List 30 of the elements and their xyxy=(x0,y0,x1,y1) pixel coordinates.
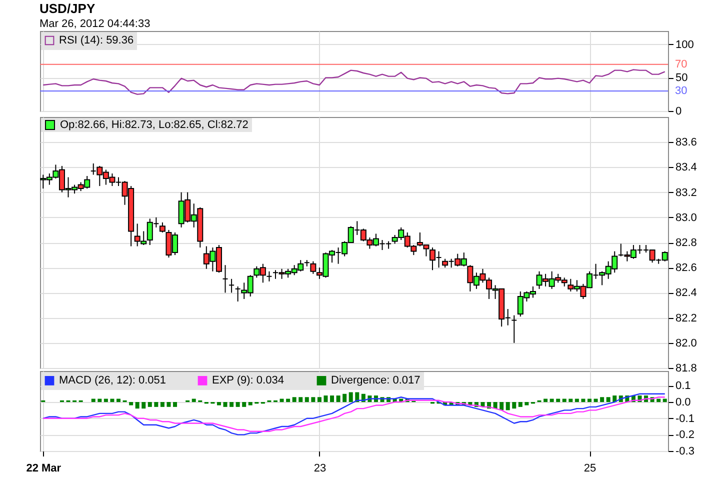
legend-label: RSI (14): 59.36 xyxy=(59,34,134,46)
x-tick-label: 25 xyxy=(584,462,596,474)
y-tick-label: 0.1 xyxy=(676,380,691,392)
y-tick-label: 50 xyxy=(676,72,688,84)
y-tick-label: 83.0 xyxy=(676,212,697,224)
chart-subtitle: Mar 26, 2012 04:44:33 xyxy=(40,18,150,30)
y-tick-label: 82.4 xyxy=(676,287,697,300)
legend-label: Divergence: 0.017 xyxy=(331,374,420,387)
chart-title: USD/JPY xyxy=(40,1,96,16)
ref-line-label: 70 xyxy=(675,58,688,70)
y-tick-label: 83.2 xyxy=(676,186,697,199)
y-tick-label: 82.8 xyxy=(676,237,697,249)
y-tick-label: 82.2 xyxy=(676,312,697,324)
y-tick-label: 83.4 xyxy=(676,162,697,174)
x-tick-label: 22 Mar xyxy=(26,462,62,474)
legend-label: MACD (26, 12): 0.051 xyxy=(59,374,166,387)
y-tick-label: 83.6 xyxy=(676,136,697,149)
y-tick-label: -0.2 xyxy=(676,429,694,442)
legend-label: EXP (9): 0.034 xyxy=(212,374,284,387)
annotation: Op:82.66, Hi:82.73, Lo:82.65, Cl:82.72 xyxy=(60,119,248,131)
y-tick-label: -0.1 xyxy=(676,412,694,425)
y-tick-label: 100 xyxy=(676,38,694,51)
y-tick-label: 81.8 xyxy=(676,362,697,374)
y-tick-label: 82.0 xyxy=(676,337,697,350)
y-tick-label: 0.0 xyxy=(676,396,691,409)
ref-line-label: 30 xyxy=(675,85,688,97)
y-tick-label: 82.6 xyxy=(676,262,697,274)
x-tick-label: 23 xyxy=(314,462,326,474)
y-tick-label: -0.3 xyxy=(676,446,694,458)
y-tick-label: 0 xyxy=(676,106,682,118)
